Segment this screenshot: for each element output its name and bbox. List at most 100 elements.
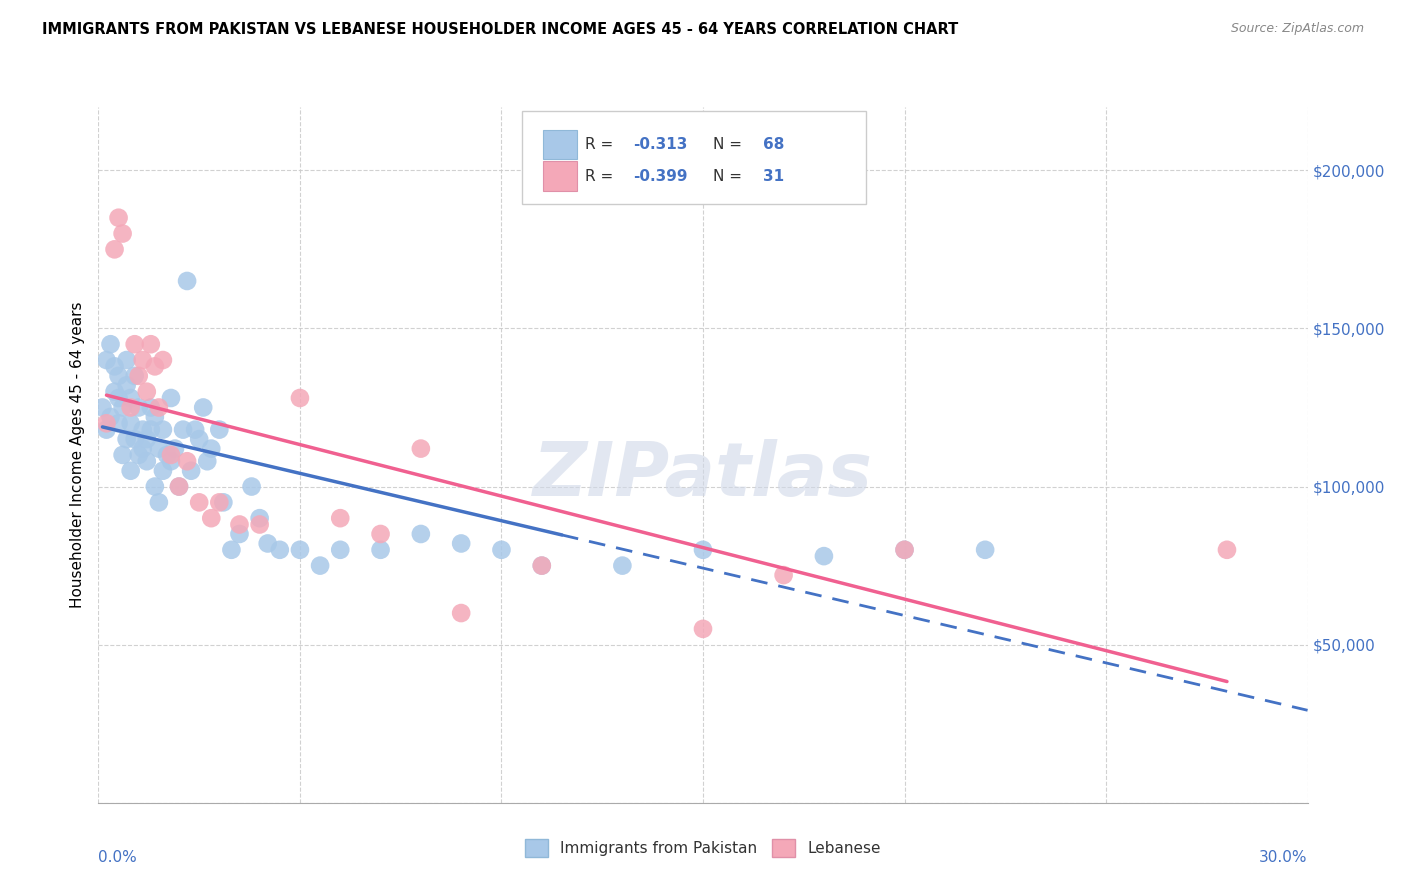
Text: Source: ZipAtlas.com: Source: ZipAtlas.com — [1230, 22, 1364, 36]
Point — [249, 517, 271, 532]
Point — [120, 417, 142, 431]
Point — [103, 384, 125, 399]
Point — [139, 401, 162, 415]
Text: 31: 31 — [763, 169, 785, 184]
Point — [256, 536, 278, 550]
Point — [212, 495, 235, 509]
Point — [530, 558, 553, 573]
Point — [120, 391, 142, 405]
Point — [96, 423, 118, 437]
Text: R =: R = — [585, 169, 617, 184]
Text: 68: 68 — [763, 137, 785, 153]
Point — [156, 448, 179, 462]
Point — [491, 542, 513, 557]
Point — [107, 417, 129, 431]
Point — [111, 448, 134, 462]
Point — [111, 401, 134, 415]
Point — [111, 227, 134, 241]
Point — [132, 442, 155, 456]
Point — [91, 401, 114, 415]
Text: 0.0%: 0.0% — [98, 850, 138, 865]
Point — [240, 479, 263, 493]
Text: -0.399: -0.399 — [633, 169, 688, 184]
Point — [974, 542, 997, 557]
Point — [103, 359, 125, 374]
Point — [132, 353, 155, 368]
FancyBboxPatch shape — [522, 111, 866, 204]
Point — [96, 417, 118, 431]
Point — [152, 353, 174, 368]
Point — [160, 448, 183, 462]
Point — [148, 401, 170, 415]
Point — [692, 542, 714, 557]
Point — [188, 432, 211, 446]
Point — [193, 401, 215, 415]
Point — [143, 479, 166, 493]
Point — [152, 423, 174, 437]
Point — [370, 527, 392, 541]
Point — [124, 337, 146, 351]
Point — [100, 337, 122, 351]
Point — [167, 479, 190, 493]
Point — [103, 243, 125, 257]
Point — [128, 401, 150, 415]
Point — [107, 391, 129, 405]
Point — [120, 464, 142, 478]
Point — [176, 454, 198, 468]
Point — [221, 542, 243, 557]
Point — [124, 432, 146, 446]
Point — [128, 368, 150, 383]
Point — [120, 401, 142, 415]
Text: N =: N = — [713, 137, 747, 153]
Point — [148, 495, 170, 509]
Point — [100, 409, 122, 424]
Point — [450, 536, 472, 550]
FancyBboxPatch shape — [543, 161, 578, 191]
Point — [188, 495, 211, 509]
Text: ZIPatlas: ZIPatlas — [533, 439, 873, 512]
Text: N =: N = — [713, 169, 747, 184]
Point — [115, 378, 138, 392]
Point — [288, 391, 311, 405]
Point — [200, 511, 222, 525]
Point — [115, 353, 138, 368]
Point — [167, 479, 190, 493]
Text: R =: R = — [585, 137, 617, 153]
Point — [208, 423, 231, 437]
Point — [370, 542, 392, 557]
Point — [692, 622, 714, 636]
Point — [148, 442, 170, 456]
Point — [180, 464, 202, 478]
Point — [309, 558, 332, 573]
Point — [160, 454, 183, 468]
Point — [135, 432, 157, 446]
Point — [152, 464, 174, 478]
Point — [96, 353, 118, 368]
Point — [107, 211, 129, 225]
Point — [128, 448, 150, 462]
Point — [409, 442, 432, 456]
Point — [530, 558, 553, 573]
FancyBboxPatch shape — [543, 130, 578, 159]
Point — [107, 368, 129, 383]
Point — [288, 542, 311, 557]
Point — [139, 423, 162, 437]
Text: 30.0%: 30.0% — [1260, 850, 1308, 865]
Point — [160, 391, 183, 405]
Point — [143, 409, 166, 424]
Point — [893, 542, 915, 557]
Point — [115, 432, 138, 446]
Point — [176, 274, 198, 288]
Point — [208, 495, 231, 509]
Text: -0.313: -0.313 — [633, 137, 688, 153]
Point — [228, 527, 250, 541]
Point — [612, 558, 634, 573]
Legend: Immigrants from Pakistan, Lebanese: Immigrants from Pakistan, Lebanese — [517, 832, 889, 864]
Point — [143, 359, 166, 374]
Point — [200, 442, 222, 456]
Point — [124, 368, 146, 383]
Y-axis label: Householder Income Ages 45 - 64 years: Householder Income Ages 45 - 64 years — [69, 301, 84, 608]
Point — [132, 423, 155, 437]
Point — [228, 517, 250, 532]
Point — [195, 454, 218, 468]
